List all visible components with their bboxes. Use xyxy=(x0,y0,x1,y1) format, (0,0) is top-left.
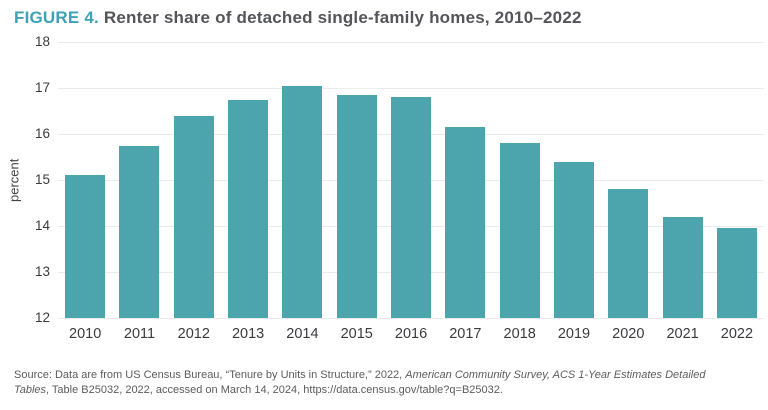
bar-2013 xyxy=(228,99,269,318)
bar-slot xyxy=(58,42,112,318)
gridline-12 xyxy=(58,318,764,319)
bar-slot xyxy=(655,42,709,318)
y-tick-label-12: 12 xyxy=(34,310,50,325)
bar-2015 xyxy=(336,94,377,318)
bar-slot xyxy=(710,42,764,318)
y-tick-label-16: 16 xyxy=(34,125,50,141)
x-tick-label-2013: 2013 xyxy=(231,326,265,342)
x-tick-label-2022: 2022 xyxy=(720,326,754,342)
bar-2014 xyxy=(282,85,323,318)
figure-title-text: Renter share of detached single-family h… xyxy=(103,8,582,27)
bar-chart: percent 18 17 16 15 14 13 12 2010 2011 2012 2013 2… xyxy=(0,34,768,342)
figure-title: FIGURE 4. Renter share of detached singl… xyxy=(14,8,582,28)
bars-row xyxy=(58,42,764,318)
gridline-17 xyxy=(58,88,764,89)
bar-slot xyxy=(601,42,655,318)
y-axis-ticks: 18 17 16 15 14 13 12 xyxy=(0,34,50,325)
x-tick-label-2016: 2016 xyxy=(394,326,428,342)
source-segment: , Table B25032, 2022, accessed on March … xyxy=(46,384,503,396)
bar-slot xyxy=(112,42,166,318)
gridline-18 xyxy=(58,42,764,43)
bar-slot xyxy=(547,42,601,318)
source-line-1: Source: Data are from US Census Bureau, … xyxy=(14,368,760,383)
bar-slot xyxy=(275,42,329,318)
bar-2011 xyxy=(119,145,160,318)
bar-slot xyxy=(167,42,221,318)
x-tick-label-2012: 2012 xyxy=(177,326,210,342)
x-tick-label-2020: 2020 xyxy=(612,326,645,342)
bar-2022 xyxy=(716,228,757,318)
x-tick-label-2017: 2017 xyxy=(449,326,482,342)
plot-area xyxy=(58,42,764,319)
bar-slot xyxy=(493,42,547,318)
bar-2010 xyxy=(65,175,106,318)
bar-slot xyxy=(384,42,438,318)
bar-2021 xyxy=(662,216,703,318)
y-tick-label-13: 13 xyxy=(34,264,50,279)
y-tick-label-14: 14 xyxy=(34,217,50,233)
bar-slot xyxy=(330,42,384,318)
bar-slot xyxy=(438,42,492,318)
figure-number-label: FIGURE 4. xyxy=(14,8,99,27)
x-tick-label-2010: 2010 xyxy=(69,326,102,342)
source-segment-italic: American Community Survey, ACS 1-Year Es… xyxy=(405,369,706,381)
x-tick-label-2019: 2019 xyxy=(557,326,591,342)
bar-2018 xyxy=(499,143,540,318)
bar-2020 xyxy=(608,189,649,318)
x-axis-ticks: 2010 2011 2012 2013 2014 2015 2016 2017 2018 2019… xyxy=(58,326,764,342)
bar-slot xyxy=(221,42,275,318)
x-tick-label-2014: 2014 xyxy=(286,326,319,342)
x-tick-label-2021: 2021 xyxy=(666,326,699,342)
source-segment-italic: Tables xyxy=(14,384,47,396)
source-note: Source: Data are from US Census Bureau, … xyxy=(14,368,760,398)
y-tick-label-15: 15 xyxy=(34,172,50,187)
bar-2012 xyxy=(173,115,214,318)
source-line-2: Tables, Table B25032, 2022, accessed on … xyxy=(14,383,760,398)
x-tick-label-2011: 2011 xyxy=(123,326,156,342)
bar-2016 xyxy=(391,97,432,318)
y-tick-label-17: 17 xyxy=(34,79,50,95)
source-segment: Source: Data are from US Census Bureau, … xyxy=(14,369,406,381)
y-tick-label-18: 18 xyxy=(34,34,50,49)
x-tick-label-2015: 2015 xyxy=(340,326,373,342)
x-tick-label-2018: 2018 xyxy=(503,326,536,342)
bar-2017 xyxy=(445,127,486,318)
bar-2019 xyxy=(553,161,594,318)
